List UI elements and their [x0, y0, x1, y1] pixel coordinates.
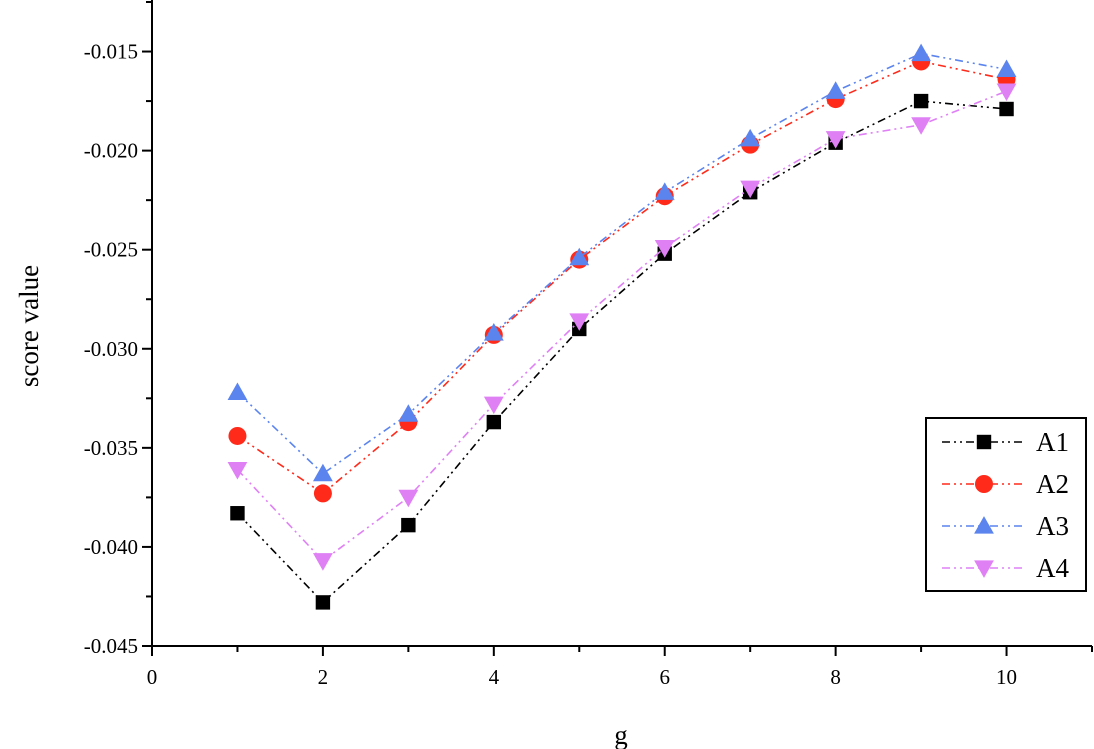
data-point	[654, 182, 675, 200]
legend-label: A3	[1036, 511, 1069, 541]
series-line	[237, 60, 1007, 495]
data-point	[825, 81, 846, 99]
data-point	[996, 83, 1017, 102]
data-point	[227, 461, 248, 480]
legend-item-a2: A2	[942, 469, 1069, 499]
y-tick-label: -0.025	[84, 238, 138, 262]
series-a4	[227, 83, 1017, 571]
x-tick-label: 10	[996, 665, 1017, 689]
data-point	[486, 414, 502, 430]
data-point	[999, 101, 1014, 117]
legend-marker	[976, 434, 992, 450]
data-point	[230, 506, 245, 521]
series-line	[236, 100, 1007, 604]
data-point	[483, 396, 504, 415]
legend-label: A4	[1036, 553, 1069, 583]
legend-marker	[974, 516, 994, 534]
data-point	[740, 180, 761, 199]
legend-item-a4: A4	[942, 553, 1069, 583]
legend: A1 A2 A3 A4	[925, 417, 1087, 592]
data-point	[227, 382, 248, 401]
series-line	[236, 52, 1007, 475]
y-tick-label: -0.020	[84, 139, 138, 163]
data-point	[228, 426, 247, 445]
y-tick-label: -0.035	[84, 436, 138, 460]
series-layer	[227, 43, 1017, 610]
data-point	[315, 595, 331, 610]
data-point	[825, 131, 846, 149]
data-point	[313, 484, 332, 503]
y-tick-label: -0.045	[84, 634, 138, 658]
legend-label: A2	[1036, 469, 1069, 499]
data-point	[313, 553, 333, 571]
legend-marker	[974, 560, 994, 578]
y-axis-title: score value	[14, 265, 44, 387]
data-point	[913, 93, 929, 109]
x-tick-label: 0	[147, 665, 158, 689]
data-point	[401, 517, 416, 533]
data-point	[569, 313, 590, 331]
x-tick-label: 8	[830, 665, 841, 689]
data-point	[911, 43, 931, 62]
y-tick-label: -0.040	[84, 535, 138, 559]
y-tick-label: -0.030	[84, 337, 138, 361]
x-axis-title: g	[614, 720, 628, 749]
legend-box	[925, 417, 1087, 592]
legend-label: A1	[1036, 427, 1069, 457]
series-line	[236, 90, 1007, 562]
x-tick-label: 6	[659, 665, 670, 689]
data-point	[740, 128, 761, 147]
axes: 0 2 4 6 8 10 -0.045 -0.040 -0.035 -0.030 -0.025 -0.…	[84, 0, 1093, 689]
series-a3	[227, 43, 1017, 482]
x-tick-label: 4	[489, 665, 500, 689]
data-point	[398, 489, 419, 508]
series-a1	[230, 93, 1014, 610]
series-a2	[228, 52, 1016, 503]
data-point	[398, 404, 419, 422]
data-point	[996, 59, 1017, 78]
data-point	[911, 117, 931, 135]
data-point	[569, 247, 590, 266]
data-point	[313, 463, 333, 482]
y-tick-label: -0.015	[84, 40, 138, 64]
data-point	[483, 323, 504, 341]
legend-item-a1: A1	[942, 427, 1069, 457]
x-tick-label: 2	[318, 665, 329, 689]
legend-item-a3: A3	[942, 511, 1069, 541]
data-point	[654, 240, 675, 258]
legend-marker	[975, 475, 993, 493]
